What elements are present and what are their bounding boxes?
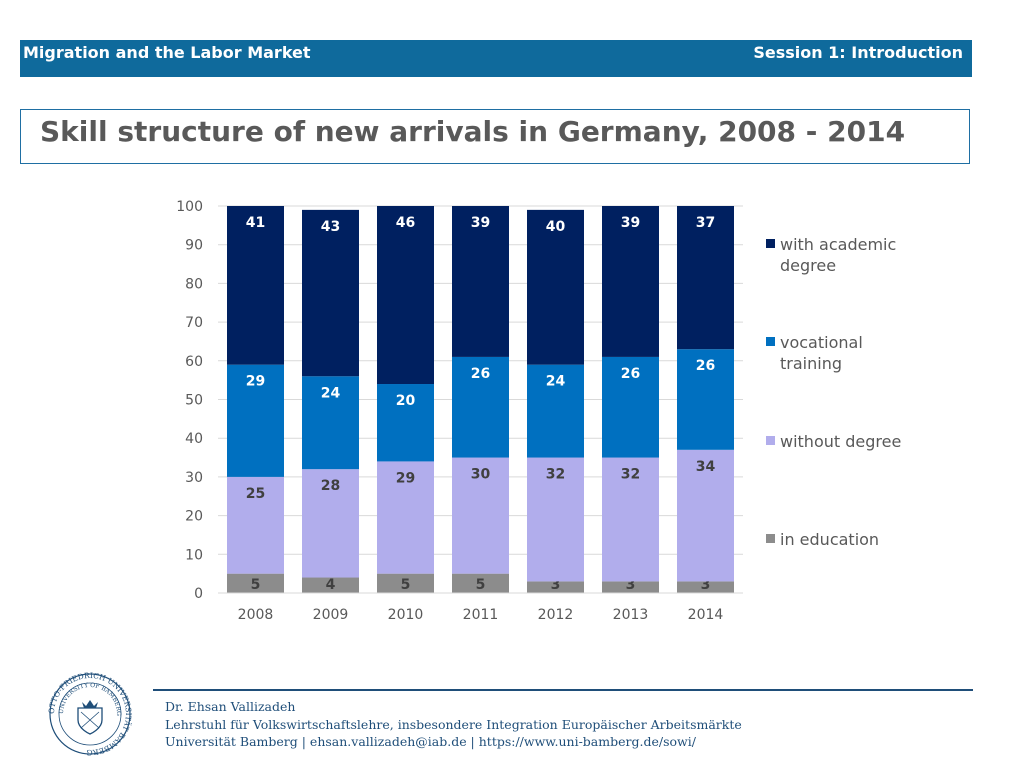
data-label: 26 bbox=[471, 366, 490, 382]
x-tick-label: 2014 bbox=[688, 607, 724, 623]
data-label: 46 bbox=[396, 215, 415, 231]
footer: Dr. Ehsan Vallizadeh Lehrstuhl für Volks… bbox=[165, 698, 742, 751]
bar-segment bbox=[527, 457, 584, 582]
data-label: 28 bbox=[321, 478, 340, 494]
legend-label: vocational training bbox=[780, 333, 863, 373]
bar-segment bbox=[302, 469, 359, 578]
bar-segment bbox=[452, 206, 509, 357]
bar-segment bbox=[452, 356, 509, 458]
footer-divider bbox=[153, 689, 973, 691]
bar-segment bbox=[377, 461, 434, 574]
data-label: 4 bbox=[326, 577, 336, 593]
data-label: 26 bbox=[621, 366, 640, 382]
bar-segment bbox=[452, 573, 509, 593]
data-label: 32 bbox=[546, 467, 565, 483]
header-bar: Migration and the Labor Market Session 1… bbox=[20, 40, 972, 77]
data-label: 29 bbox=[396, 470, 415, 486]
legend-swatch bbox=[766, 534, 775, 543]
bar-segment bbox=[602, 356, 659, 458]
bar-segment bbox=[377, 384, 434, 462]
legend-swatch bbox=[766, 436, 775, 445]
data-label: 24 bbox=[546, 374, 566, 390]
y-tick-label: 50 bbox=[185, 393, 203, 409]
bar-segment bbox=[227, 573, 284, 593]
slide-title-box: Skill structure of new arrivals in Germa… bbox=[20, 109, 970, 164]
data-label: 3 bbox=[551, 577, 561, 593]
data-label: 41 bbox=[246, 215, 265, 231]
footer-author: Dr. Ehsan Vallizadeh bbox=[165, 699, 296, 714]
data-label: 30 bbox=[471, 467, 491, 483]
legend-swatch bbox=[766, 239, 775, 248]
x-tick-label: 2011 bbox=[463, 607, 499, 623]
data-label: 25 bbox=[246, 486, 265, 502]
bar-segment bbox=[677, 449, 734, 582]
data-label: 40 bbox=[546, 219, 566, 235]
legend-swatch bbox=[766, 337, 775, 346]
data-label: 29 bbox=[246, 374, 265, 390]
slide-title: Skill structure of new arrivals in Germa… bbox=[40, 115, 906, 148]
bar-segment bbox=[527, 209, 584, 365]
legend-label: in education bbox=[780, 530, 879, 549]
data-label: 37 bbox=[696, 215, 715, 231]
x-tick-label: 2010 bbox=[388, 607, 424, 623]
university-seal-logo: OTTO-FRIEDRICH UNIVERSITÄT BAMBERG UNIVE… bbox=[48, 672, 132, 756]
legend-label: with academic degree bbox=[780, 235, 896, 275]
bar-segment bbox=[527, 364, 584, 458]
x-tick-label: 2008 bbox=[238, 607, 274, 623]
bar-segment bbox=[677, 349, 734, 450]
footer-chair: Lehrstuhl für Volkswirtschaftslehre, ins… bbox=[165, 716, 742, 732]
bar-segment bbox=[227, 476, 284, 574]
data-label: 5 bbox=[401, 577, 411, 593]
bar-segment bbox=[377, 573, 434, 593]
data-label: 3 bbox=[701, 577, 711, 593]
footer-contact: Universität Bamberg | ehsan.vallizadeh@i… bbox=[165, 734, 696, 749]
bar-segment bbox=[602, 581, 659, 593]
bar-segment bbox=[452, 457, 509, 574]
data-label: 20 bbox=[396, 393, 416, 409]
course-title: Migration and the Labor Market bbox=[23, 43, 311, 62]
data-label: 34 bbox=[696, 459, 716, 475]
data-label: 43 bbox=[321, 219, 340, 235]
bar-segment bbox=[227, 364, 284, 477]
bar-segment bbox=[302, 209, 359, 377]
y-tick-label: 70 bbox=[185, 315, 203, 331]
x-tick-label: 2009 bbox=[313, 607, 349, 623]
session-title: Session 1: Introduction bbox=[753, 43, 963, 62]
y-tick-label: 100 bbox=[176, 199, 203, 215]
y-tick-label: 80 bbox=[185, 276, 203, 292]
y-tick-label: 0 bbox=[194, 586, 203, 602]
bar-segment bbox=[602, 457, 659, 582]
y-tick-label: 60 bbox=[185, 354, 203, 370]
bar-segment bbox=[302, 376, 359, 470]
data-label: 32 bbox=[621, 467, 640, 483]
data-label: 3 bbox=[626, 577, 636, 593]
data-label: 39 bbox=[471, 215, 490, 231]
bar-segment bbox=[377, 206, 434, 385]
bar-segment bbox=[302, 577, 359, 593]
bar-segment bbox=[677, 581, 734, 593]
x-tick-label: 2013 bbox=[613, 607, 649, 623]
data-label: 39 bbox=[621, 215, 640, 231]
y-tick-label: 90 bbox=[185, 238, 203, 254]
bar-segment bbox=[602, 206, 659, 357]
y-tick-label: 40 bbox=[185, 431, 203, 447]
bar-segment bbox=[527, 581, 584, 593]
data-label: 5 bbox=[251, 577, 261, 593]
data-label: 26 bbox=[696, 358, 715, 374]
legend-label: without degree bbox=[780, 432, 901, 451]
data-label: 5 bbox=[476, 577, 486, 593]
y-tick-label: 10 bbox=[185, 547, 203, 563]
y-tick-label: 30 bbox=[185, 470, 203, 486]
bar-segment bbox=[227, 206, 284, 365]
y-tick-label: 20 bbox=[185, 509, 203, 525]
data-label: 24 bbox=[321, 385, 341, 401]
bar-segment bbox=[677, 206, 734, 350]
x-tick-label: 2012 bbox=[538, 607, 574, 623]
